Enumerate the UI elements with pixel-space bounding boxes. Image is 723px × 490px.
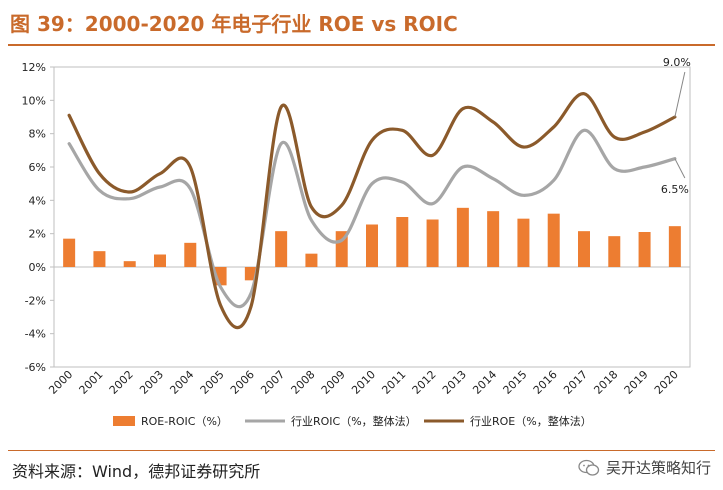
x-tick-label: 2013 bbox=[440, 368, 469, 397]
roe-roic-chart: -6%-4%-2%0%2%4%6%8%10%12%2000 2001 2002 200… bbox=[22, 56, 691, 428]
legend-bar-label: ROE-ROIC（%） bbox=[141, 415, 228, 428]
x-tick-label: 2016 bbox=[531, 368, 560, 397]
plot-area-frame bbox=[53, 66, 691, 368]
roe-roic-bar bbox=[517, 218, 530, 267]
x-tick-label: 2018 bbox=[591, 368, 620, 397]
brand-name: 吴开达策略知行 bbox=[605, 459, 711, 477]
y-tick-label: -2% bbox=[25, 294, 46, 307]
roe-roic-bar bbox=[396, 217, 409, 267]
roe-roic-bar bbox=[275, 231, 288, 267]
x-tick-label: 2000 bbox=[46, 368, 75, 397]
y-tick-label: -6% bbox=[25, 361, 46, 374]
roe-roic-bar bbox=[426, 219, 439, 267]
source-note: 资料来源：Wind，德邦证券研究所 bbox=[12, 462, 261, 481]
roe-line bbox=[67, 92, 677, 330]
roe-roic-bar bbox=[668, 226, 681, 267]
roe-roic-bar bbox=[184, 242, 197, 267]
roe-roic-bar bbox=[366, 224, 378, 267]
x-tick-label: 2006 bbox=[228, 368, 257, 397]
x-tick-label: 2011 bbox=[379, 368, 408, 397]
x-tick-label: 2014 bbox=[470, 368, 499, 397]
y-tick-label: 2% bbox=[29, 228, 46, 241]
roe-roic-bar bbox=[93, 251, 106, 267]
roic-annotation-leader bbox=[674, 158, 686, 179]
y-tick-label: 12% bbox=[22, 61, 46, 74]
roic-line bbox=[67, 128, 677, 309]
x-tick-label: 2020 bbox=[652, 368, 681, 397]
roe-roic-bar bbox=[487, 211, 500, 267]
figure-title: 图 39：2000-2020 年电子行业 ROE vs ROIC bbox=[10, 12, 458, 36]
x-tick-label: 2004 bbox=[167, 368, 196, 397]
roe-roic-bar bbox=[63, 238, 76, 267]
x-tick-label: 2008 bbox=[289, 368, 318, 397]
y-tick-label: 10% bbox=[22, 94, 46, 107]
roe-roic-bar bbox=[456, 207, 469, 267]
x-tick-label: 2001 bbox=[77, 368, 106, 397]
x-tick-label: 2019 bbox=[622, 368, 651, 397]
y-tick-label: 0% bbox=[29, 261, 46, 274]
roe-annotation-leader bbox=[674, 71, 686, 118]
roe-roic-bar bbox=[578, 231, 590, 267]
roe-roic-bar bbox=[638, 232, 651, 267]
roe-roic-bar bbox=[154, 254, 166, 267]
x-tick-label: 2009 bbox=[319, 368, 348, 397]
x-tick-label: 2012 bbox=[410, 368, 439, 397]
legend-bar-swatch bbox=[113, 416, 135, 426]
x-tick-label: 2007 bbox=[258, 368, 287, 397]
roe-roic-bar bbox=[123, 261, 136, 267]
x-tick-label: 2003 bbox=[137, 368, 166, 397]
brand-watermark: 吴开达策略知行 bbox=[578, 457, 711, 478]
roe-end-label: 9.0% bbox=[663, 56, 691, 69]
title-divider bbox=[8, 44, 715, 46]
roic-end-label: 6.5% bbox=[661, 183, 689, 196]
x-tick-label: 2015 bbox=[501, 368, 530, 397]
y-tick-label: 8% bbox=[29, 128, 46, 141]
x-tick-label: 2002 bbox=[107, 368, 136, 397]
y-tick-label: -4% bbox=[25, 328, 46, 341]
roe-roic-bar bbox=[608, 236, 621, 267]
legend-roe-label: 行业ROE（%，整体法） bbox=[470, 414, 592, 428]
x-tick-label: 2010 bbox=[349, 368, 378, 397]
x-tick-label: 2017 bbox=[561, 368, 590, 397]
x-tick-label: 2005 bbox=[198, 368, 227, 397]
wechat-icon bbox=[578, 459, 600, 476]
roe-roic-bar bbox=[305, 253, 318, 267]
y-tick-label: 6% bbox=[29, 161, 46, 174]
footer-divider bbox=[8, 450, 715, 451]
y-tick-label: 4% bbox=[29, 194, 46, 207]
roe-roic-bar bbox=[547, 213, 560, 267]
legend-roic-label: 行业ROIC（%，整体法） bbox=[291, 414, 417, 428]
